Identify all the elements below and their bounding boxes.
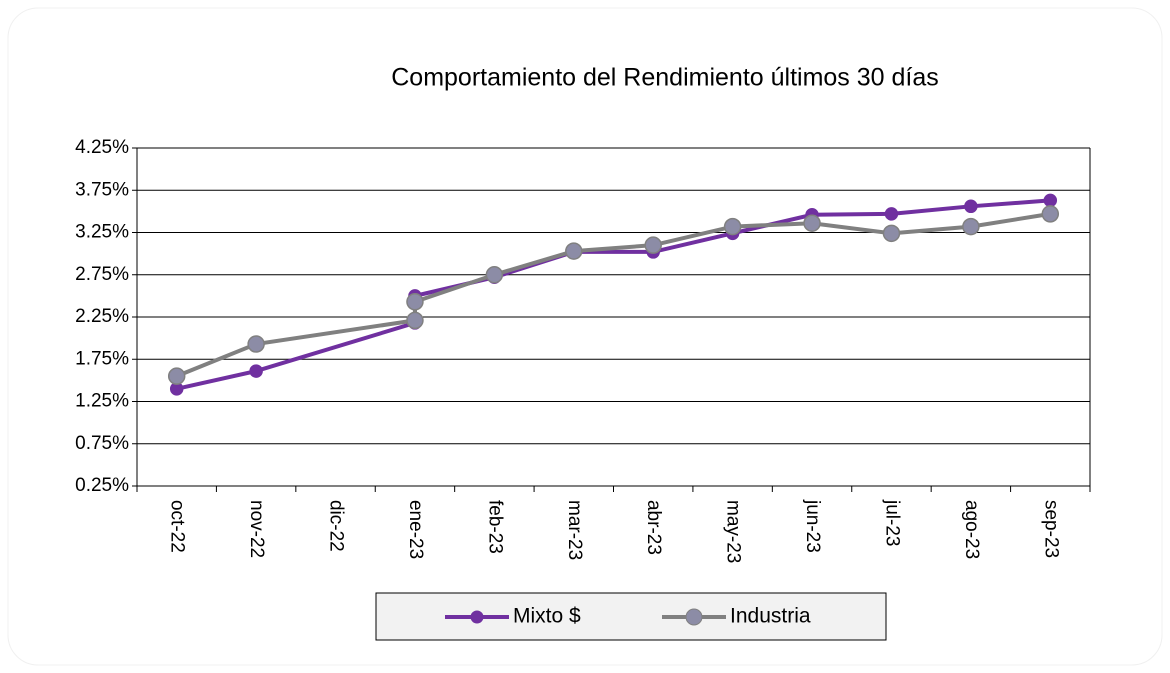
x-tick-label: jul-23 xyxy=(881,499,902,546)
x-tick-label: abr-23 xyxy=(643,500,664,555)
chart-title: Comportamiento del Rendimiento últimos 3… xyxy=(391,64,939,92)
legend-marker xyxy=(685,608,703,626)
y-tick-label: 3.75% xyxy=(75,179,129,200)
y-tick-label: 3.25% xyxy=(75,222,129,243)
x-tick-label: may-23 xyxy=(723,500,744,563)
point xyxy=(964,199,978,214)
y-tick-label: 4.25% xyxy=(75,137,129,158)
point xyxy=(247,335,265,353)
point xyxy=(167,367,186,385)
x-tick-label: nov-22 xyxy=(246,500,267,558)
legend-label: Mixto $ xyxy=(513,605,581,628)
y-tick-label: 0.25% xyxy=(75,475,129,496)
y-tick-label: 0.75% xyxy=(75,433,129,454)
point xyxy=(406,293,424,311)
point xyxy=(882,224,901,243)
point xyxy=(485,266,504,284)
point xyxy=(644,236,662,254)
y-tick-label: 1.25% xyxy=(75,391,129,412)
series-line xyxy=(176,198,1051,391)
point xyxy=(1043,193,1058,208)
x-tick-label: feb-23 xyxy=(484,500,505,554)
point xyxy=(803,214,821,232)
y-tick-label: 2.75% xyxy=(75,264,129,285)
point xyxy=(723,217,742,236)
point xyxy=(884,207,899,221)
x-tick-label: dic-22 xyxy=(326,500,347,552)
chart-frame xyxy=(7,7,1163,666)
y-tick-label: 1.75% xyxy=(75,348,129,369)
x-tick-label: jun-23 xyxy=(802,499,823,553)
point xyxy=(962,217,980,236)
point xyxy=(249,364,263,378)
point xyxy=(1041,205,1060,223)
x-tick-label: ene-23 xyxy=(405,500,426,559)
x-tick-label: mar-23 xyxy=(564,500,585,560)
x-tick-label: ago-23 xyxy=(961,500,982,559)
point xyxy=(565,242,583,260)
x-tick-label: oct-22 xyxy=(167,500,188,553)
legend-marker xyxy=(470,610,484,624)
y-tick-label: 2.25% xyxy=(75,306,129,327)
series-line xyxy=(175,211,1051,379)
point xyxy=(406,311,424,330)
legend-label: Industria xyxy=(730,605,811,628)
x-tick-label: sep-23 xyxy=(1040,500,1061,558)
